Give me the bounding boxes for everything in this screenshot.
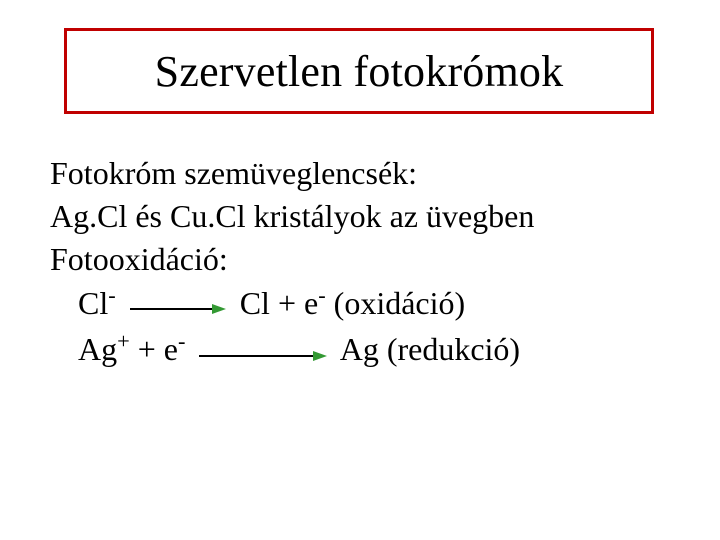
r1-product-a: Cl + e — [240, 285, 318, 321]
body-line-1: Fotokróm szemüveglencsék: — [50, 152, 670, 195]
r1-product-charge: - — [318, 282, 325, 307]
r2-reactant-charge2: - — [178, 328, 185, 353]
body-text: Fotokróm szemüveglencsék: Ag.Cl és Cu.Cl… — [50, 152, 670, 374]
body-line-3: Fotooxidáció: — [50, 238, 670, 281]
r2-product: Ag (redukció) — [340, 331, 520, 367]
body-line-2: Ag.Cl és Cu.Cl kristályok az üvegben — [50, 195, 670, 238]
slide-title: Szervetlen fotokrómok — [155, 46, 564, 97]
r1-reactant: Cl — [78, 285, 108, 321]
r1-note: (oxidáció) — [326, 285, 466, 321]
arrow-icon — [193, 331, 333, 374]
arrow-icon — [124, 285, 232, 328]
r1-reactant-charge: - — [108, 282, 115, 307]
r2-reactant-a: Ag — [78, 331, 117, 367]
reaction-1: Cl- Cl + e- (oxidáció) — [50, 282, 670, 328]
r2-reactant-b: + e — [130, 331, 178, 367]
reaction-2: Ag+ + e- Ag (redukció) — [50, 328, 670, 374]
r2-reactant-charge1: + — [117, 328, 130, 353]
title-box: Szervetlen fotokrómok — [64, 28, 654, 114]
slide: Szervetlen fotokrómok Fotokróm szemüvegl… — [0, 0, 720, 540]
